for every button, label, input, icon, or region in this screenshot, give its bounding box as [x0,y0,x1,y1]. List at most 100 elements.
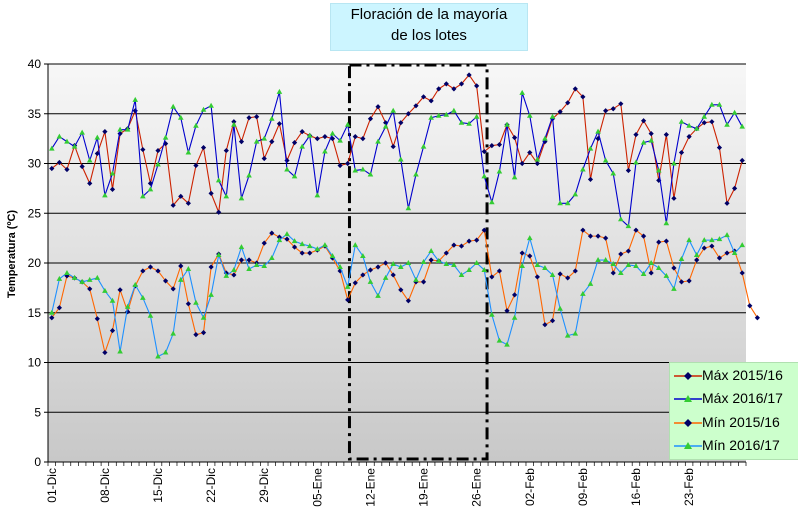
data-point-m-n-2015-16 [709,243,715,249]
data-point-m-x-2015-16 [398,120,404,126]
data-point-m-x-2016-17 [352,167,359,173]
data-point-m-n-2015-16 [595,233,601,239]
data-point-m-n-2016-17 [693,252,700,258]
data-point-m-n-2016-17 [269,255,275,261]
data-point-m-x-2016-17 [238,195,245,201]
data-point-m-x-2016-17 [557,200,563,206]
data-point-m-n-2015-16 [739,270,745,276]
data-point-m-x-2016-17 [48,145,55,151]
legend-swatch-min-2016-17 [674,442,702,449]
data-point-m-x-2015-16 [686,134,692,140]
data-point-m-x-2016-17 [458,119,465,125]
data-point-m-x-2015-16 [238,139,245,145]
data-point-m-n-2015-16 [754,315,760,321]
y-axis-label: Temperatura (ºC) [6,209,18,299]
data-point-m-n-2016-17 [117,348,123,354]
data-point-m-n-2015-16 [352,280,358,286]
data-point-m-x-2016-17 [269,115,275,121]
data-point-m-x-2015-16 [466,72,472,78]
x-tick-label: 29-Dic [257,468,271,503]
data-point-m-n-2016-17 [451,261,457,267]
x-tick-label: 08-Dic [98,468,112,503]
data-point-m-x-2016-17 [663,220,670,226]
data-point-m-x-2015-16 [178,193,184,199]
y-tick-label: 40 [28,57,42,71]
data-point-m-x-2016-17 [610,170,617,176]
data-point-m-x-2016-17 [177,114,184,120]
data-point-m-n-2016-17 [511,314,518,320]
data-point-m-x-2016-17 [132,96,139,102]
data-point-m-n-2015-16 [701,245,707,251]
data-point-m-x-2015-16 [276,121,283,127]
data-point-m-n-2015-16 [94,316,100,322]
data-point-m-x-2016-17 [701,113,708,119]
data-point-m-n-2016-17 [420,259,427,265]
data-point-m-n-2015-16 [307,250,313,256]
data-point-m-n-2015-16 [542,322,548,328]
data-point-m-n-2016-17 [648,260,654,265]
data-point-m-x-2016-17 [549,113,556,119]
data-point-m-n-2016-17 [443,260,450,266]
data-point-m-n-2015-16 [663,238,669,244]
data-point-m-n-2016-17 [390,260,397,266]
data-point-m-x-2016-17 [595,128,601,134]
data-point-m-x-2015-16 [64,166,70,173]
data-point-m-x-2016-17 [299,143,305,149]
data-point-m-x-2016-17 [504,121,510,127]
data-point-m-n-2015-16 [511,292,518,298]
data-point-m-n-2015-16 [405,298,411,304]
data-point-m-n-2016-17 [322,242,328,248]
data-point-m-x-2016-17 [572,191,579,197]
data-point-m-n-2016-17 [314,246,321,252]
data-point-m-x-2015-16 [648,131,654,137]
data-point-m-x-2016-17 [291,173,298,179]
data-point-m-x-2015-16 [390,143,396,150]
data-point-m-n-2016-17 [223,272,230,278]
data-point-m-n-2015-16 [428,257,434,263]
data-point-m-n-2016-17 [466,266,472,272]
data-point-m-x-2015-16 [724,200,730,206]
data-point-m-x-2016-17 [542,135,548,141]
data-point-m-x-2016-17 [284,166,290,172]
y-tick-label: 35 [28,107,42,121]
legend-swatch-max-2016-17 [674,395,702,402]
data-point-m-n-2015-16 [238,257,245,263]
data-point-m-x-2016-17 [709,101,715,107]
data-point-m-x-2016-17 [109,170,116,176]
data-point-m-x-2016-17 [428,114,434,120]
data-point-m-x-2015-16 [534,160,540,167]
data-point-m-n-2016-17 [238,244,245,250]
data-point-m-x-2015-16 [458,81,465,87]
data-point-m-x-2015-16 [519,160,525,167]
chart-title-line-2: de los lotes [391,27,467,44]
data-point-m-n-2016-17 [519,262,525,268]
data-point-m-n-2016-17 [352,242,359,248]
data-point-m-n-2016-17 [306,243,313,249]
data-point-m-n-2016-17 [48,309,55,315]
data-point-m-n-2016-17 [724,232,730,238]
data-point-m-n-2016-17 [716,236,723,242]
data-point-m-n-2016-17 [602,257,609,263]
data-point-m-n-2016-17 [534,261,541,267]
data-point-m-x-2015-16 [132,108,138,114]
data-point-m-x-2016-17 [633,159,639,165]
data-point-m-x-2016-17 [397,156,404,162]
series-line-m-x-2016-17 [51,91,743,228]
data-point-m-n-2015-16 [231,272,237,278]
data-point-m-n-2016-17 [564,332,571,338]
data-point-m-n-2015-16 [178,263,184,269]
data-point-m-x-2015-16 [633,132,639,138]
legend-item-max-2016-17: Máx 2016/17 [670,388,798,410]
data-point-m-x-2015-16 [185,200,191,206]
data-point-m-n-2016-17 [86,276,93,282]
data-point-m-n-2015-16 [565,275,571,281]
data-point-m-n-2016-17 [618,269,624,275]
data-point-m-x-2015-16 [352,134,358,140]
y-tick-label: 0 [34,455,41,469]
data-point-m-n-2015-16 [527,253,533,259]
data-point-m-n-2016-17 [200,314,207,320]
data-point-m-n-2016-17 [231,266,237,272]
data-point-m-n-2016-17 [405,260,412,265]
data-point-m-n-2015-16 [519,250,525,256]
